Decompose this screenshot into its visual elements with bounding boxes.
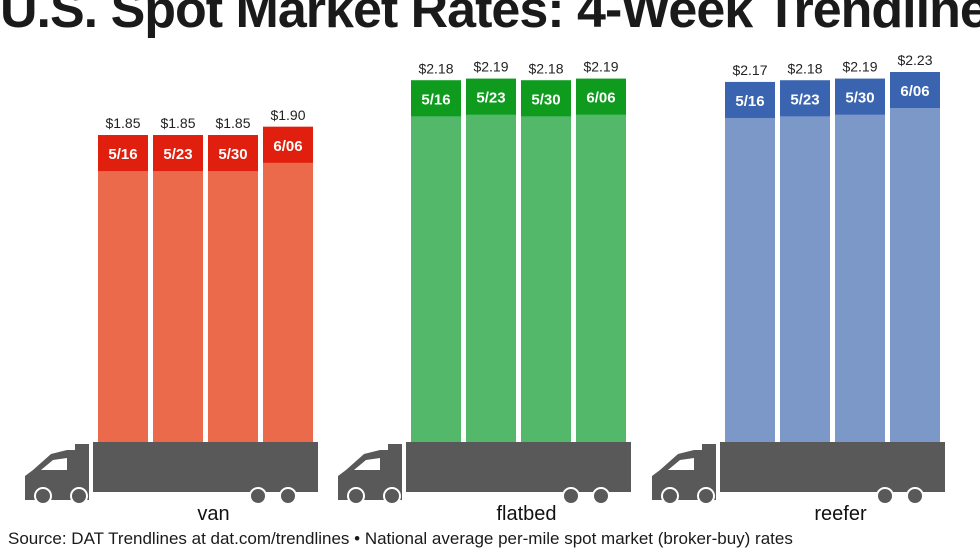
value-label-van-2: $1.85 (215, 115, 250, 131)
truck-wheel (70, 487, 88, 505)
week-label-van-3: 6/06 (273, 138, 302, 155)
bar-van-1 (153, 135, 203, 443)
truck-cab (652, 444, 716, 500)
bar-flatbed-2 (521, 80, 571, 443)
week-label-flatbed-3: 6/06 (586, 90, 615, 107)
truck-wheel (876, 487, 894, 505)
truck-wheel (347, 487, 365, 505)
value-label-flatbed-1: $2.19 (473, 59, 508, 75)
bar-van-0 (98, 135, 148, 443)
trailer-body (406, 442, 631, 486)
bar-flatbed-3 (576, 78, 626, 442)
week-band-van-1 (153, 135, 203, 172)
week-label-reefer-3: 6/06 (900, 83, 929, 100)
week-label-reefer-1: 5/23 (790, 91, 819, 108)
value-label-reefer-0: $2.17 (732, 62, 767, 78)
week-label-flatbed-0: 5/16 (421, 91, 450, 108)
value-label-reefer-2: $2.19 (842, 59, 877, 75)
bar-van-3 (263, 126, 313, 443)
value-label-van-1: $1.85 (160, 115, 195, 131)
week-label-reefer-0: 5/16 (735, 93, 764, 110)
truck-wheel (279, 487, 297, 505)
truck-wheel (906, 487, 924, 505)
truck-wheel (592, 487, 610, 505)
truck-cab (338, 444, 402, 500)
week-band-reefer-1 (780, 80, 830, 117)
truck-cab (25, 444, 89, 500)
value-label-flatbed-2: $2.18 (528, 60, 563, 76)
semi-truck-icon (338, 442, 631, 505)
chart-title: U.S. Spot Market Rates: 4-Week Trendline… (0, 0, 980, 39)
value-label-flatbed-0: $2.18 (418, 60, 453, 76)
week-label-van-2: 5/30 (218, 146, 247, 163)
week-band-flatbed-3 (576, 78, 626, 115)
week-band-van-2 (208, 135, 258, 172)
trailer-frame (93, 486, 318, 492)
bar-van-2 (208, 135, 258, 443)
truck-window (668, 458, 694, 470)
bar-reefer-1 (780, 80, 830, 443)
week-label-van-0: 5/16 (108, 146, 137, 163)
week-band-flatbed-0 (411, 80, 461, 117)
value-label-reefer-1: $2.18 (787, 60, 822, 76)
week-label-flatbed-1: 5/23 (476, 90, 505, 107)
week-label-van-1: 5/23 (163, 146, 192, 163)
truck-wheel (697, 487, 715, 505)
week-band-flatbed-1 (466, 78, 516, 115)
week-band-van-0 (98, 135, 148, 172)
category-label-van: van (197, 503, 229, 525)
bar-reefer-3 (890, 72, 940, 442)
truck-wheel (383, 487, 401, 505)
bar-flatbed-0 (411, 80, 461, 443)
truck-window (41, 458, 67, 470)
value-label-van-0: $1.85 (105, 115, 140, 131)
bar-flatbed-1 (466, 78, 516, 442)
value-label-flatbed-3: $2.19 (583, 59, 618, 75)
bar-reefer-2 (835, 78, 885, 442)
week-label-flatbed-2: 5/30 (531, 91, 560, 108)
bar-reefer-0 (725, 81, 775, 443)
week-band-reefer-2 (835, 78, 885, 115)
week-label-reefer-2: 5/30 (845, 90, 874, 107)
week-band-reefer-3 (890, 72, 940, 108)
truck-wheel (34, 487, 52, 505)
trailer-body (720, 442, 945, 486)
source-note: Source: DAT Trendlines at dat.com/trendl… (8, 529, 793, 548)
value-label-reefer-3: $2.23 (897, 52, 932, 68)
semi-truck-icon (25, 442, 318, 505)
week-band-reefer-0 (725, 81, 775, 118)
category-label-reefer: reefer (814, 503, 867, 525)
trailer-frame (720, 486, 945, 492)
category-label-flatbed: flatbed (496, 503, 556, 525)
truck-wheel (562, 487, 580, 505)
week-band-van-3 (263, 126, 313, 163)
value-label-van-3: $1.90 (270, 107, 305, 123)
truck-wheel (661, 487, 679, 505)
trailer-frame (406, 486, 631, 492)
trailer-body (93, 442, 318, 486)
truck-wheel (249, 487, 267, 505)
week-band-flatbed-2 (521, 80, 571, 117)
truck-window (354, 458, 380, 470)
semi-truck-icon (652, 442, 945, 505)
